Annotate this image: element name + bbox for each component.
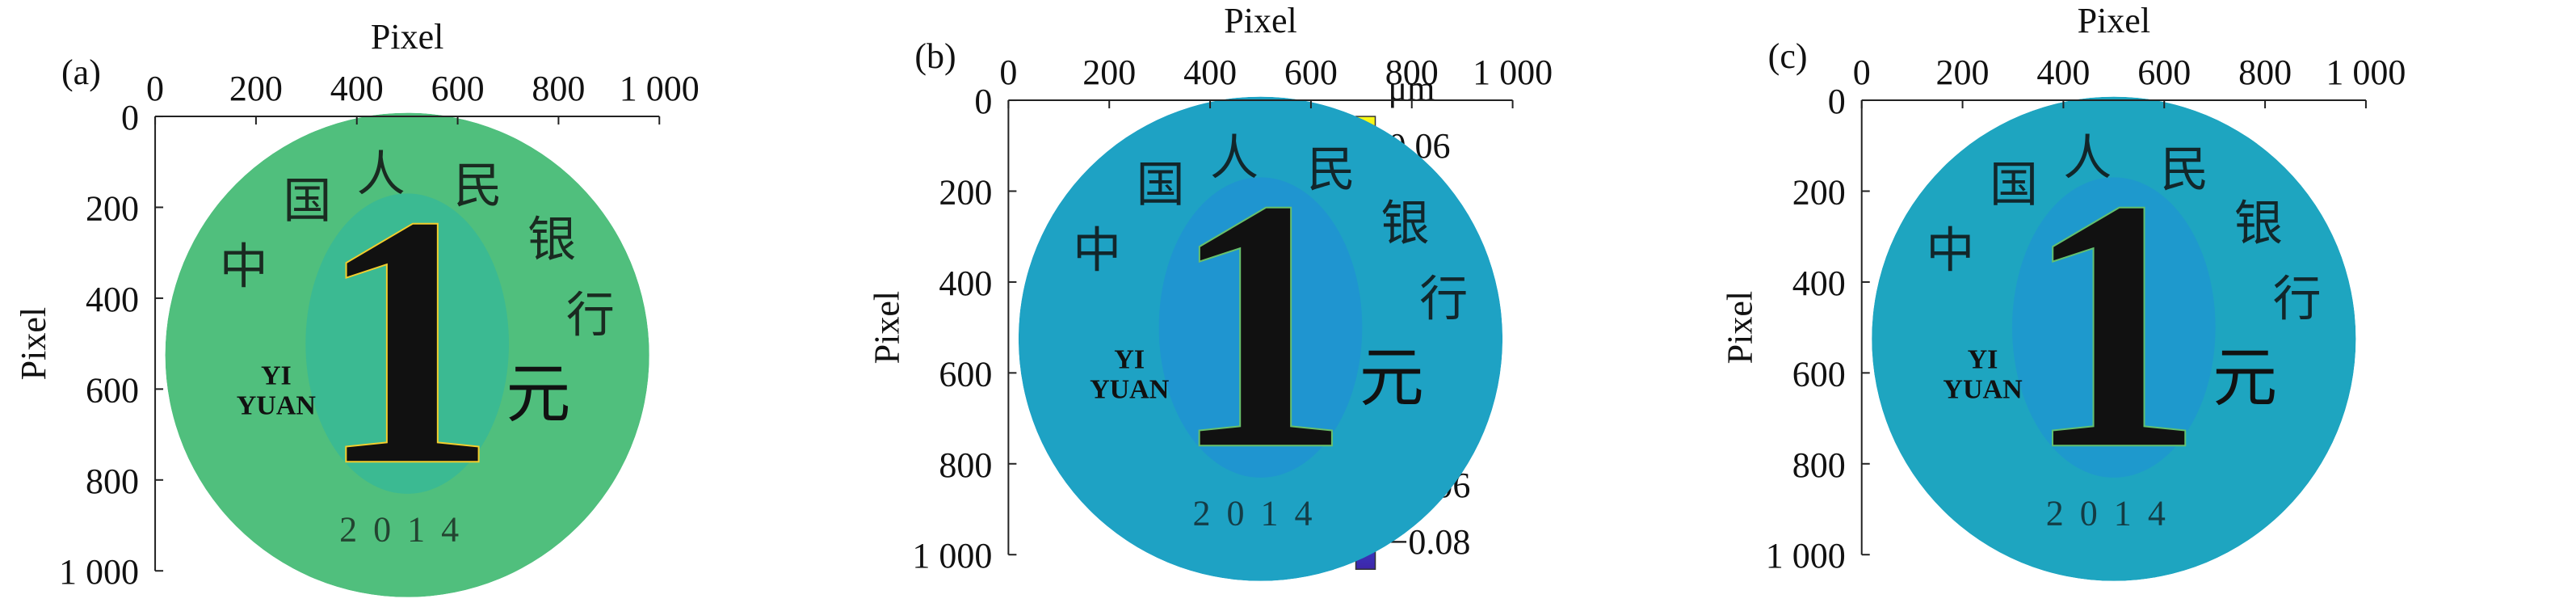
relief-character-yuan: 元 [506,360,570,431]
relief-character: 人 [357,148,406,201]
heatmap-shadow [305,193,509,494]
y-tick-label: 200 [939,172,992,212]
y-tick-label: 400 [1792,264,1846,303]
heatmap-background [1018,96,1503,581]
relief-numeral: 1 [317,140,498,540]
heatmap-background [1872,96,2356,581]
x-tick-label: 400 [330,69,384,108]
x-axis-title: Pixel [2078,1,2150,40]
relief-text-yuan: YUAN [237,390,317,420]
y-tick-label: 600 [939,354,992,394]
y-tick-label: 600 [86,370,139,410]
x-tick-label: 0 [999,53,1017,92]
relief-character: 民 [2160,144,2208,197]
x-tick-label: 1 000 [620,69,700,108]
relief-character: 民 [1307,144,1355,197]
x-tick-label: 400 [2036,53,2090,92]
relief-character: 人 [1210,132,1259,185]
relief-character: 国 [1990,158,2038,212]
y-axis-title: Pixel [1721,291,1760,364]
y-tick-label: 800 [1792,445,1846,485]
relief-year: 2014 [1192,494,1328,533]
x-axis-title: Pixel [1224,1,1296,40]
relief-character: 银 [1381,197,1430,251]
y-tick-label: 400 [86,280,139,319]
relief-character: 中 [1926,224,1974,277]
y-tick-label: 1 000 [1766,536,1846,576]
relief-text-yi: YI [261,361,292,391]
x-tick-label: 800 [1385,53,1439,92]
relief-text-yuan: YUAN [1090,374,1170,404]
y-tick-label: 0 [974,82,992,121]
relief-text-yi: YI [1114,345,1145,375]
y-tick-label: 1 000 [59,552,139,592]
panel-label: (b) [914,36,956,76]
relief-numeral: 1 [1170,124,1351,524]
x-tick-label: 800 [2238,53,2292,92]
heatmap-background [165,112,649,597]
relief-character: 民 [454,160,502,213]
relief-text-yuan: YUAN [1943,374,2023,404]
y-tick-label: 0 [121,98,139,137]
relief-character-yuan: 元 [2213,344,2277,415]
x-tick-label: 0 [146,69,164,108]
x-tick-label: 1 000 [2326,53,2406,92]
x-tick-label: 200 [1936,53,1990,92]
relief-year: 2014 [2046,494,2182,533]
x-tick-label: 1 000 [1473,53,1553,92]
x-tick-label: 200 [229,69,283,108]
relief-character: 行 [2273,273,2322,327]
relief-character: 行 [566,289,615,343]
relief-character: 中 [220,240,268,293]
x-tick-label: 600 [1284,53,1338,92]
relief-year: 2014 [339,510,475,550]
panel-label: (a) [61,53,101,92]
y-axis-title: Pixel [14,307,53,380]
y-tick-label: 0 [1828,82,1846,121]
x-tick-label: 600 [2137,53,2191,92]
x-tick-label: 800 [532,69,585,108]
x-tick-label: 0 [1853,53,1871,92]
panel-label: (c) [1768,36,1808,76]
y-tick-label: 400 [939,264,992,303]
relief-numeral: 1 [2023,124,2204,524]
x-tick-label: 200 [1082,53,1136,92]
relief-character: 中 [1073,224,1121,277]
x-tick-label: 400 [1183,53,1237,92]
heatmap-shadow [1158,177,1363,478]
y-tick-label: 600 [1792,354,1846,394]
relief-character-yuan: 元 [1359,344,1424,415]
x-tick-label: 600 [431,69,485,108]
relief-character: 国 [283,175,331,228]
y-tick-label: 800 [939,445,992,485]
y-axis-title: Pixel [867,291,906,364]
relief-character: 银 [527,213,576,267]
relief-character: 国 [1137,158,1185,212]
y-tick-label: 200 [86,188,139,228]
relief-character: 银 [2234,197,2283,251]
x-axis-title: Pixel [371,17,443,57]
heatmap-shadow [2011,177,2216,478]
relief-character: 行 [1419,273,1468,327]
y-tick-label: 1 000 [912,536,992,576]
relief-text-yi: YI [1968,345,1998,375]
y-tick-label: 200 [1792,172,1846,212]
relief-character: 人 [2063,132,2112,185]
y-tick-label: 800 [86,462,139,501]
